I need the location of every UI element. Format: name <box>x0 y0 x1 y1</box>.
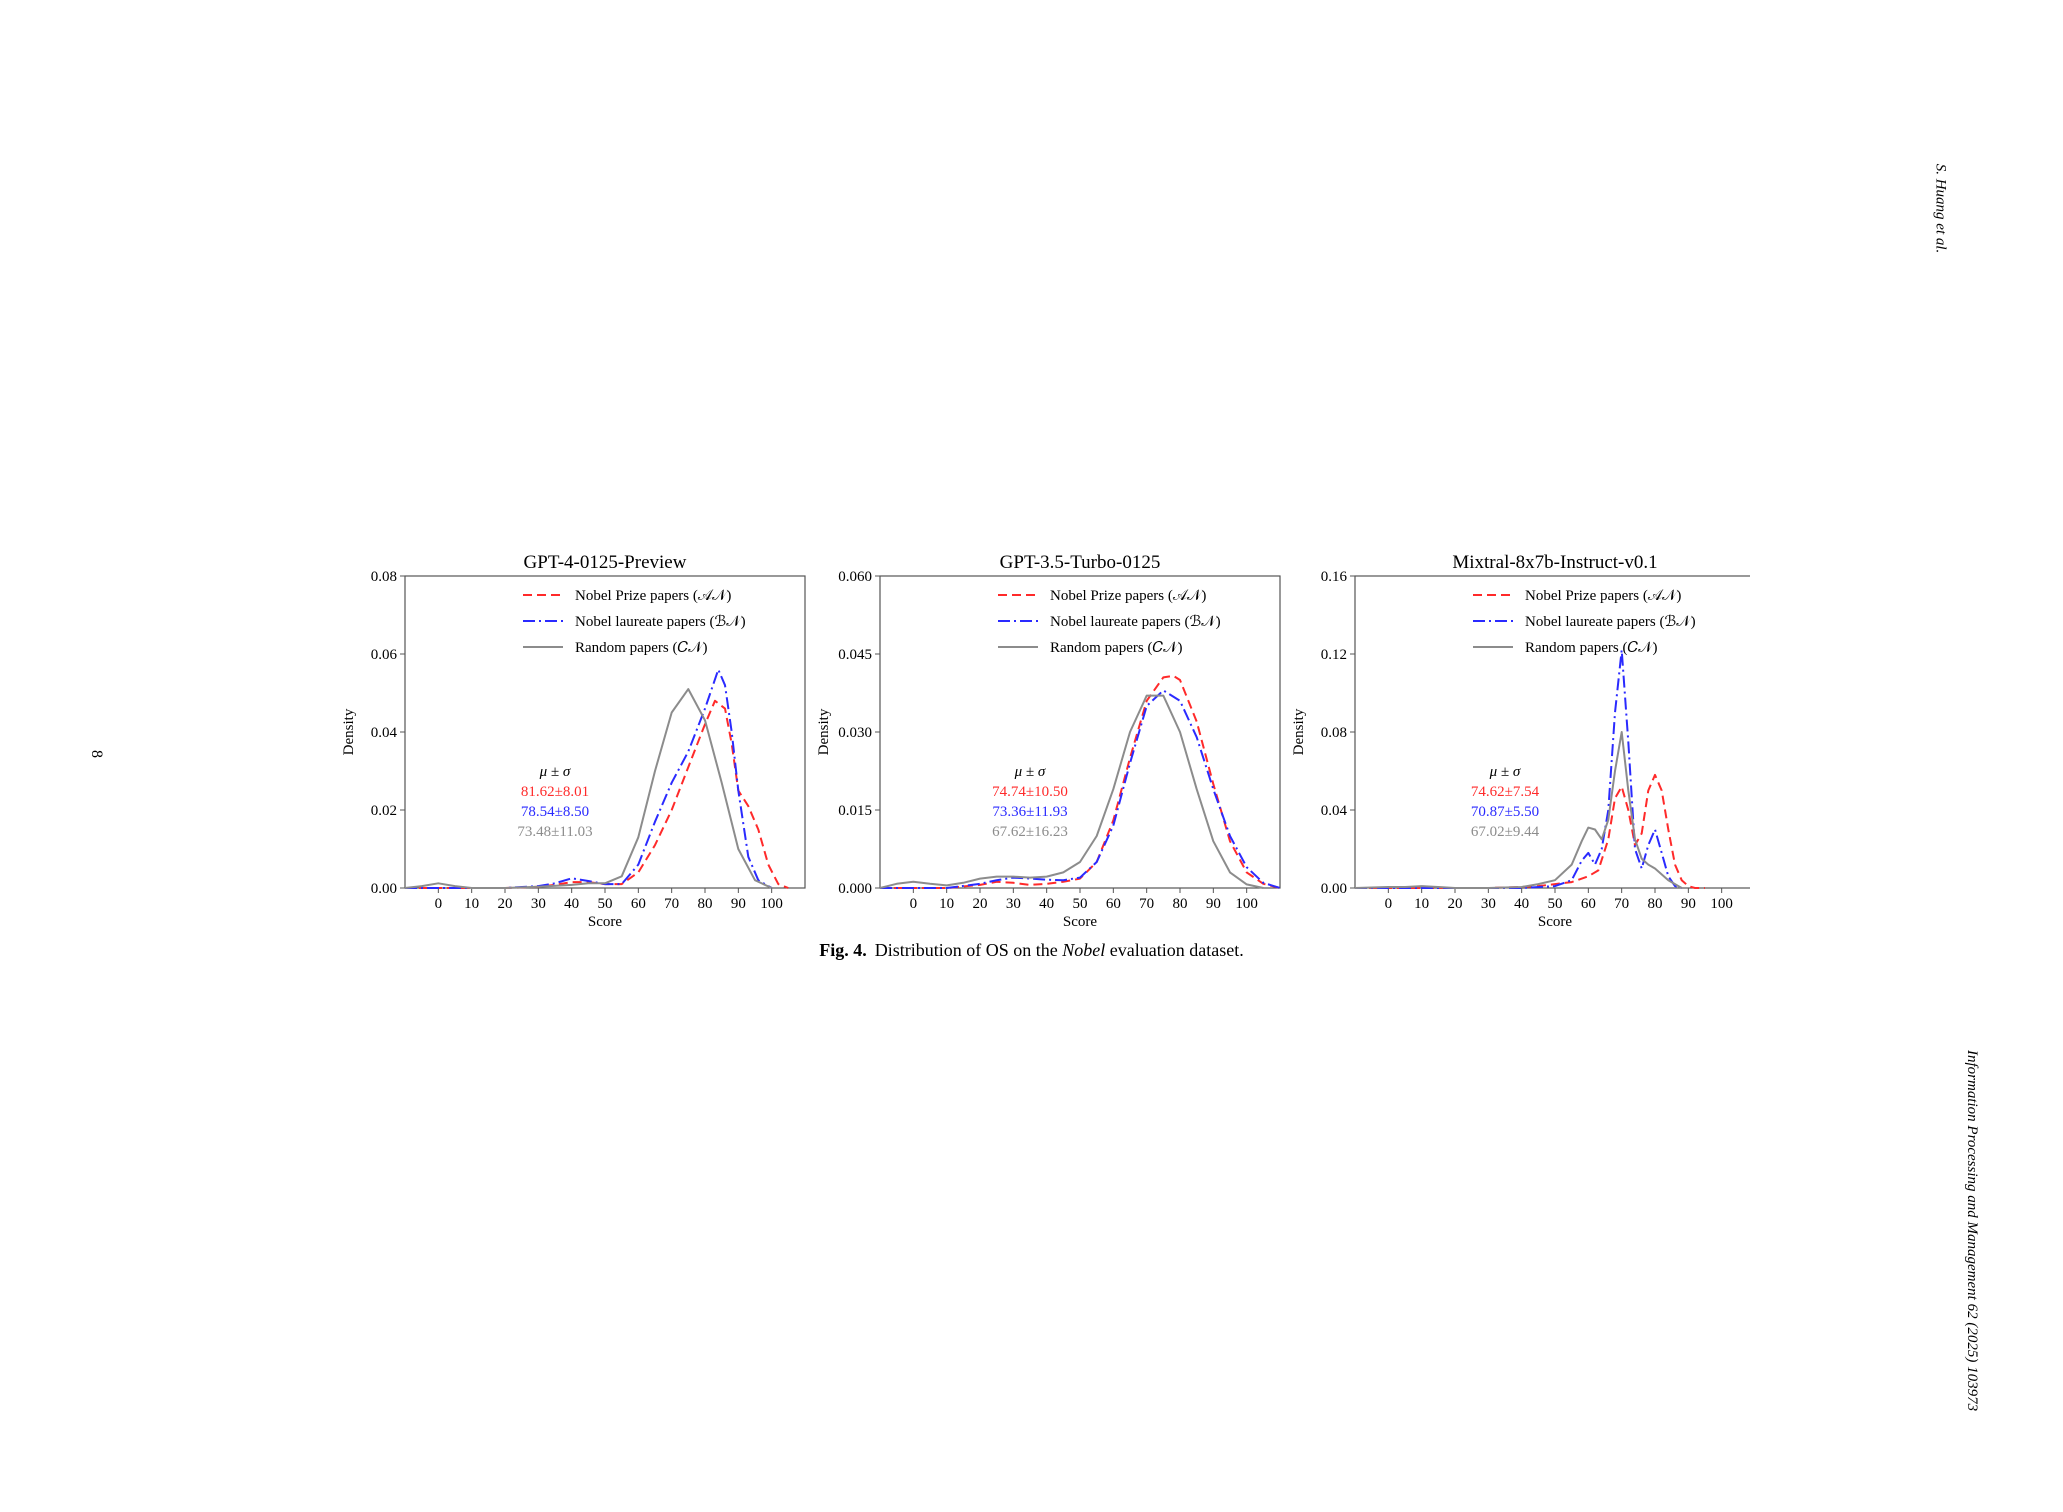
chart3-y-tick-label: 0.00 <box>1321 881 1347 897</box>
chart3-y-tick-label: 0.04 <box>1321 803 1348 819</box>
chart1-y-axis-label: Density <box>341 708 357 755</box>
chart2-series-3-line <box>879 694 1264 889</box>
chart3-x-tick-label: 100 <box>1710 896 1733 912</box>
chart3-x-tick-label: 0 <box>1385 896 1393 912</box>
chart1-series-2-line <box>405 668 773 889</box>
chart2-x-tick-label: 100 <box>1235 896 1258 912</box>
caption-label: Fig. 4. <box>819 940 867 960</box>
chart3-x-axis-label: Score <box>1538 914 1572 930</box>
journal-footer: Information Processing and Management 62… <box>1964 1050 1980 1412</box>
chart3-stat-3: 67.02±9.44 <box>1471 824 1540 840</box>
chart3-y-axis-label: Density <box>1291 708 1307 755</box>
chart2-legend-label-1: Nobel Prize papers (𝒜𝒩) <box>1050 588 1206 604</box>
chart2-x-tick-label: 60 <box>1106 896 1121 912</box>
chart2-y-tick-label: 0.000 <box>838 881 872 897</box>
chart2-y-axis-label: Density <box>816 708 832 755</box>
chart1-y-tick-label: 0.08 <box>371 569 397 585</box>
chart2-stat-3: 67.62±16.23 <box>992 824 1068 840</box>
chart1-stats-header: μ ± σ <box>539 764 571 780</box>
chart2-x-tick-label: 80 <box>1173 896 1188 912</box>
chart1-x-tick-label: 30 <box>531 896 546 912</box>
chart3-x-tick-label: 70 <box>1614 896 1629 912</box>
chart3-title: Mixtral-8x7b-Instruct-v0.1 <box>1452 552 1657 573</box>
chart1-stat-1: 81.62±8.01 <box>521 784 589 800</box>
caption-text-before: Distribution of OS on the <box>874 940 1063 960</box>
chart1-x-tick-label: 40 <box>564 896 579 912</box>
chart2-stats-header: μ ± σ <box>1014 764 1046 780</box>
chart1-legend-label-1: Nobel Prize papers (𝒜𝒩) <box>575 588 731 604</box>
chart2-x-axis-label: Score <box>1063 914 1097 930</box>
chart2-series-2-line <box>880 689 1281 889</box>
chart1-x-tick-label: 0 <box>435 896 443 912</box>
chart2-y-tick-label: 0.045 <box>838 647 872 663</box>
chart3-stat-2: 70.87±5.50 <box>1471 804 1539 820</box>
chart1-series-3-line <box>404 688 773 889</box>
chart3-series-3-line <box>1354 731 1683 889</box>
chart2-x-tick-label: 0 <box>910 896 918 912</box>
chart1-x-tick-label: 70 <box>664 896 679 912</box>
chart1-stat-3: 73.48±11.03 <box>517 824 592 840</box>
chart3-x-tick-label: 30 <box>1481 896 1496 912</box>
caption-text-italic: Nobel <box>1062 940 1106 960</box>
chart1-y-tick-label: 0.02 <box>371 803 397 819</box>
chart1-x-tick-label: 20 <box>498 896 513 912</box>
chart1-legend-label-2: Nobel laureate papers (ℬ𝒩) <box>575 614 746 630</box>
figure: GPT-4-0125-Preview 0 10 20 30 40 50 60 70 80 90 100… <box>330 540 1750 980</box>
chart2-x-tick-label: 40 <box>1039 896 1054 912</box>
chart3-x-tick-label: 10 <box>1414 896 1429 912</box>
chart1-y-tick-label: 0.00 <box>371 881 397 897</box>
chart3-y-tick-label: 0.12 <box>1321 647 1347 663</box>
figure-caption: Fig. 4. Distribution of OS on the Nobel e… <box>0 940 2063 961</box>
chart1-x-tick-label: 90 <box>731 896 746 912</box>
chart2-legend-label-3: Random papers (𝐶𝒩) <box>1050 640 1182 656</box>
chart1-y-tick-label: 0.04 <box>371 725 398 741</box>
chart1-stat-2: 78.54±8.50 <box>521 804 589 820</box>
chart3-y-tick-label: 0.16 <box>1321 569 1348 585</box>
chart3-stats-header: μ ± σ <box>1489 764 1521 780</box>
running-header: S. Huang et al. <box>1932 163 1949 254</box>
chart3-x-tick-label: 50 <box>1548 896 1563 912</box>
chart2-title: GPT-3.5-Turbo-0125 <box>1000 552 1161 573</box>
chart3-legend-label-1: Nobel Prize papers (𝒜𝒩) <box>1525 588 1681 604</box>
chart1-x-axis-label: Score <box>588 914 622 930</box>
chart2-x-tick-label: 90 <box>1206 896 1221 912</box>
chart3-x-tick-label: 90 <box>1681 896 1696 912</box>
chart2-stat-2: 73.36±11.93 <box>992 804 1067 820</box>
chart1-title: GPT-4-0125-Preview <box>524 552 687 573</box>
chart2-series-1-line <box>880 674 1281 889</box>
chart2-x-tick-label: 50 <box>1073 896 1088 912</box>
chart2-x-tick-label: 20 <box>973 896 988 912</box>
chart3-x-tick-label: 80 <box>1648 896 1663 912</box>
chart1-legend-label-3: Random papers (𝐶𝒩) <box>575 640 707 656</box>
chart2-stat-1: 74.74±10.50 <box>992 784 1068 800</box>
page-number: 8 <box>88 750 105 758</box>
chart1-x-tick-label: 80 <box>698 896 713 912</box>
chart1-x-tick-label: 60 <box>631 896 646 912</box>
chart2-x-tick-label: 10 <box>939 896 954 912</box>
chart2-legend-label-2: Nobel laureate papers (ℬ𝒩) <box>1050 614 1221 630</box>
chart3-x-tick-label: 60 <box>1581 896 1596 912</box>
chart3-y-tick-label: 0.08 <box>1321 725 1347 741</box>
chart3-series-1-line <box>1355 773 1705 889</box>
chart2-y-tick-label: 0.060 <box>838 569 872 585</box>
chart3-legend-label-2: Nobel laureate papers (ℬ𝒩) <box>1525 614 1696 630</box>
chart1-y-tick-label: 0.06 <box>371 647 398 663</box>
chart2-x-tick-label: 30 <box>1006 896 1021 912</box>
chart1-x-tick-label: 50 <box>598 896 613 912</box>
chart3-series-2-line <box>1355 649 1682 889</box>
chart1-x-tick-label: 10 <box>464 896 479 912</box>
chart3-stat-1: 74.62±7.54 <box>1471 784 1540 800</box>
chart1-x-tick-label: 100 <box>760 896 783 912</box>
chart2-x-tick-label: 70 <box>1139 896 1154 912</box>
chart3-x-tick-label: 20 <box>1448 896 1463 912</box>
caption-text-after: evaluation dataset. <box>1105 940 1244 960</box>
chart3-legend-label-3: Random papers (𝐶𝒩) <box>1525 640 1657 656</box>
chart2-y-tick-label: 0.015 <box>838 803 872 819</box>
chart3-x-tick-label: 40 <box>1514 896 1529 912</box>
chart2-y-tick-label: 0.030 <box>838 725 872 741</box>
